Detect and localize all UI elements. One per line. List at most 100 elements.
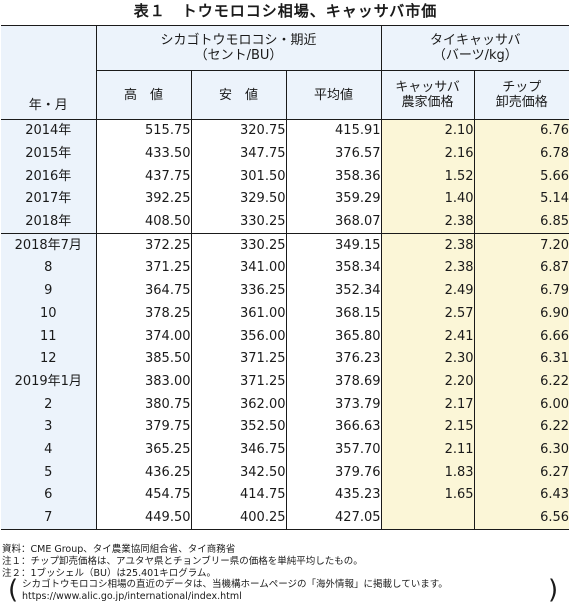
low-value: 361.00 (190, 302, 286, 326)
farm-price-value: 1.52 (380, 165, 475, 189)
low-header: 安 値 (190, 70, 286, 120)
avg-value: 366.63 (285, 415, 382, 439)
avg-value: 359.29 (285, 188, 382, 211)
chip-price-value: 6.56 (473, 506, 570, 531)
annual-row: 2016年 437.75 301.50 358.36 1.52 5.66 (1, 165, 570, 189)
high-value: 437.75 (95, 165, 191, 189)
annual-row: 2015年 433.50 347.75 376.57 2.16 6.78 (1, 142, 570, 166)
monthly-row: 2019年1月 383.00 371.25 378.69 2.20 6.22 (1, 370, 570, 394)
monthly-row: 4 365.25 346.75 357.70 2.11 6.30 (1, 438, 570, 462)
farm-price-value: 1.65 (380, 484, 475, 507)
avg-value: 358.36 (285, 165, 382, 189)
annual-row: 2014年 515.75 320.75 415.91 2.10 6.76 (1, 118, 570, 143)
chip-price-value: 7.20 (473, 233, 570, 258)
high-value: 374.00 (95, 325, 191, 348)
low-value: 330.25 (190, 210, 286, 234)
low-value: 329.50 (190, 188, 286, 211)
avg-value: 435.23 (285, 484, 382, 507)
avg-value: 376.23 (285, 347, 382, 371)
farm-price-header-text: キャッサバ 農家価格 (395, 80, 460, 110)
monthly-row: 7 449.50 400.25 427.05 6.56 (1, 506, 570, 531)
chip-price-value: 6.87 (473, 257, 570, 280)
high-value: 454.75 (95, 484, 191, 507)
row-label: 12 (1, 347, 96, 371)
chip-price-value: 6.90 (473, 302, 570, 326)
monthly-row: 2 380.75 362.00 373.79 2.17 6.00 (1, 393, 570, 416)
note-2: 注２：1ブッシェル（BU）は25.401キログラム。 (2, 568, 216, 579)
monthly-row: 6 454.75 414.75 435.23 1.65 6.43 (1, 484, 570, 507)
avg-header: 平均値 (285, 70, 382, 120)
avg-value: 358.34 (285, 257, 382, 280)
high-header: 高 値 (95, 70, 191, 120)
low-header-text: 安 値 (218, 87, 258, 103)
row-label: 10 (1, 302, 96, 326)
high-value: 385.50 (95, 347, 191, 371)
high-value: 515.75 (95, 118, 191, 143)
farm-price-value: 2.41 (380, 325, 475, 348)
farm-price-value: 2.10 (380, 118, 475, 143)
farm-price-value: 2.17 (380, 393, 475, 416)
chip-price-value: 6.78 (473, 142, 570, 166)
row-label: 2016年 (1, 165, 96, 189)
chip-price-value: 6.22 (473, 415, 570, 439)
high-value: 380.75 (95, 393, 191, 416)
farm-price-value: 2.49 (380, 279, 475, 303)
high-value: 379.75 (95, 415, 191, 439)
low-value: 341.00 (190, 257, 286, 280)
avg-value: 373.79 (285, 393, 382, 416)
low-value: 330.25 (190, 233, 286, 258)
avg-value: 357.70 (285, 438, 382, 462)
notes: 資料：CME Group、タイ農業協同組合省、タイ商務省 注１：チップ卸売価格は… (2, 544, 568, 580)
low-value: 342.50 (190, 461, 286, 484)
chip-price-value: 5.14 (473, 188, 570, 211)
chip-price-value: 6.76 (473, 118, 570, 143)
high-value: 436.25 (95, 461, 191, 484)
chip-price-value: 6.43 (473, 484, 570, 507)
source-note: 資料：CME Group、タイ農業協同組合省、タイ商務省 (2, 544, 236, 555)
cassava-group-text: タイキャッサバ （バーツ/kg） (430, 33, 521, 63)
farm-price-value: 2.20 (380, 370, 475, 394)
monthly-row: 12 385.50 371.25 376.23 2.30 6.31 (1, 347, 570, 371)
high-value: 433.50 (95, 142, 191, 166)
chip-price-header: チップ 卸売価格 (473, 70, 570, 120)
corn-group-header: シカゴトウモロコシ・期近 （セント/BU） (95, 25, 382, 71)
annual-rows: 2014年 515.75 320.75 415.91 2.10 6.76 2015年 433.… (1, 118, 570, 234)
avg-value: 427.05 (285, 506, 382, 531)
note-1: 注１：チップ卸売価格は、アユタヤ県とチョンブリー県の価格を単純平均したもの。 (2, 556, 363, 567)
row-label: 2018年7月 (1, 233, 96, 258)
avg-value: 368.07 (285, 210, 382, 234)
avg-value: 376.57 (285, 142, 382, 166)
avg-value: 368.15 (285, 302, 382, 326)
left-paren: ( (8, 575, 19, 605)
monthly-row: 10 378.25 361.00 368.15 2.57 6.90 (1, 302, 570, 326)
chip-price-header-text: チップ 卸売価格 (495, 80, 548, 110)
low-value: 362.00 (190, 393, 286, 416)
high-value: 371.25 (95, 257, 191, 280)
high-value: 408.50 (95, 210, 191, 234)
monthly-row: 8 371.25 341.00 358.34 2.38 6.87 (1, 257, 570, 280)
row-label: 2018年 (1, 210, 96, 234)
row-label: 2014年 (1, 118, 96, 143)
chip-price-value: 6.79 (473, 279, 570, 303)
low-value: 352.50 (190, 415, 286, 439)
farm-price-value: 2.16 (380, 142, 475, 166)
avg-value: 378.69 (285, 370, 382, 394)
low-value: 301.50 (190, 165, 286, 189)
chip-price-value: 6.00 (473, 393, 570, 416)
avg-header-text: 平均値 (314, 87, 354, 103)
high-value: 392.25 (95, 188, 191, 211)
chip-price-value: 6.85 (473, 210, 570, 234)
row-label: 6 (1, 484, 96, 507)
farm-price-value: 2.38 (380, 210, 475, 234)
row-label-text: 年・月 (28, 98, 68, 113)
info-note-url[interactable]: https://www.alic.go.jp/international/ind… (22, 591, 242, 602)
corn-group-text: シカゴトウモロコシ・期近 （セント/BU） (160, 33, 317, 63)
low-value: 414.75 (190, 484, 286, 507)
low-value: 336.25 (190, 279, 286, 303)
high-value: 372.25 (95, 233, 191, 258)
high-value: 378.25 (95, 302, 191, 326)
chip-price-value: 6.31 (473, 347, 570, 371)
chip-price-value: 5.66 (473, 165, 570, 189)
avg-value: 415.91 (285, 118, 382, 143)
farm-price-value: 2.30 (380, 347, 475, 371)
